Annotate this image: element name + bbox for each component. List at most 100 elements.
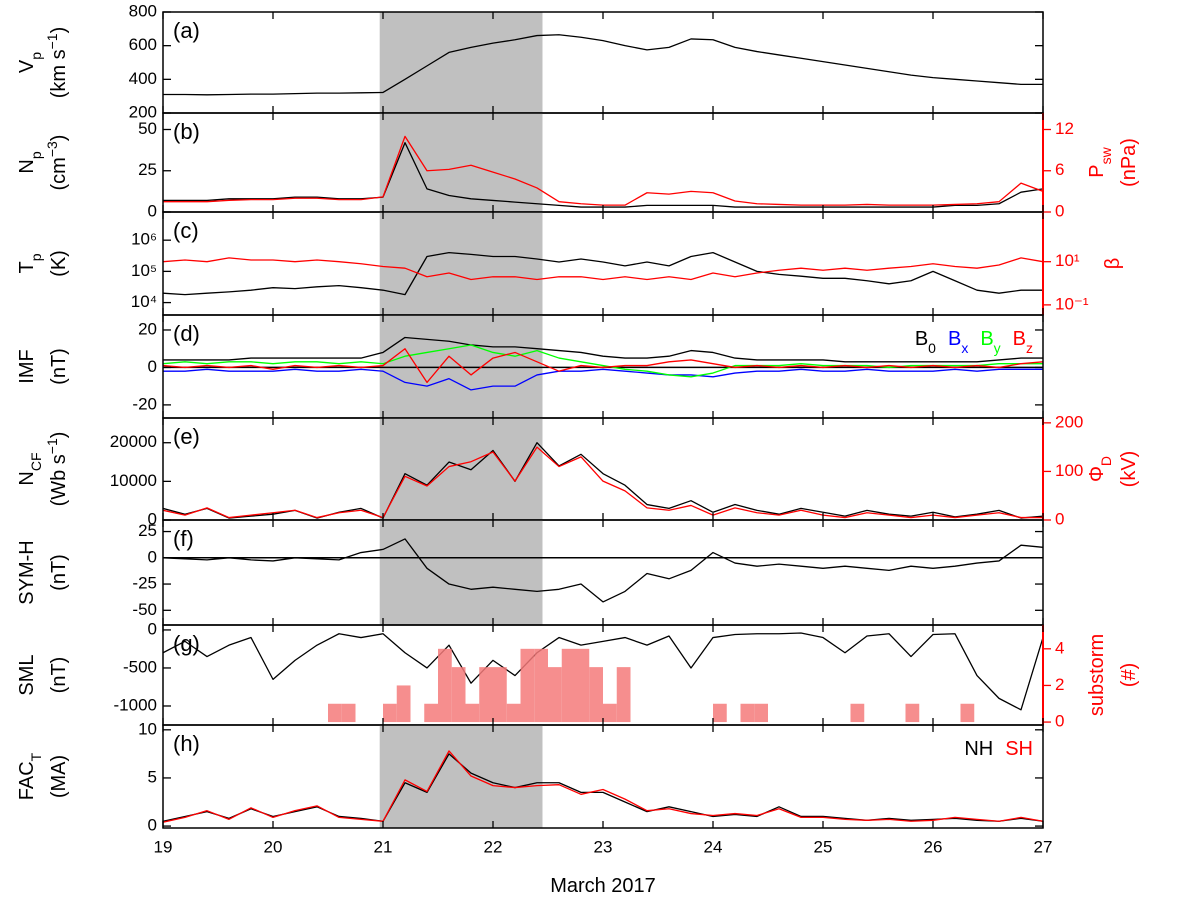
x-tick-label: 22 [484, 837, 503, 856]
y2-tick-label: 6 [1055, 160, 1064, 179]
y2-axis-title: Psw (nPa) [1086, 138, 1140, 187]
x-axis-title: March 2017 [550, 875, 656, 897]
text-part: β [1102, 258, 1124, 270]
y-tick-label: 0 [148, 816, 157, 835]
legend-entry: SH [1005, 738, 1033, 760]
histogram-bar [713, 703, 727, 723]
panel-frame [162, 211, 1044, 316]
y-axis-title-line: Np [16, 151, 44, 173]
histogram-bar [905, 703, 920, 723]
y-axis-title-line: SYM-H [16, 540, 38, 604]
legend-entry: B0 [915, 328, 936, 356]
panel-label: (g) [173, 631, 200, 656]
x-tick-label: 25 [814, 837, 833, 856]
text-part: (MA) [48, 755, 70, 798]
text-part: B [980, 328, 993, 350]
y-tick-label: 50 [138, 119, 157, 138]
series-line [163, 34, 1043, 96]
text-part: SH [1005, 738, 1033, 760]
histogram-bar [506, 703, 521, 723]
y-axis-title: Vp (km s−1) [16, 27, 70, 99]
y2-tick-label: 200 [1055, 412, 1083, 431]
histogram-bar [740, 703, 755, 723]
y-tick-label: 10⁴ [131, 292, 157, 311]
y-tick-label: 600 [129, 35, 157, 54]
panel-label: (e) [173, 424, 200, 449]
text-part: (kV) [1118, 451, 1140, 488]
superscript: −1 [44, 438, 60, 454]
histogram-bar [479, 667, 493, 723]
y2-axis-title-line: (nPa) [1118, 138, 1140, 187]
y-tick-label: 10⁶ [131, 230, 157, 249]
panel-frame [162, 519, 1044, 626]
histogram-bar [451, 667, 466, 723]
histogram-bar [520, 648, 535, 723]
histogram-bar [424, 703, 438, 723]
y-tick-label: -1000 [114, 695, 157, 714]
y2-axis-title: substorm (#) [1086, 634, 1140, 716]
y2-axis-title-line: (#) [1118, 663, 1140, 687]
y-axis-title-line: (nT) [48, 554, 70, 591]
superscript: −1 [44, 33, 60, 49]
subscript: p [28, 253, 44, 261]
histogram-bar [754, 703, 768, 723]
y2-tick-label: 2 [1055, 675, 1064, 694]
text-part: B [948, 328, 961, 350]
y-tick-label: 0 [148, 509, 157, 528]
y2-axis-title-line: β [1102, 258, 1124, 270]
y-tick-label: 800 [129, 1, 157, 20]
plot-area [163, 632, 1043, 723]
panel-label: (f) [173, 526, 194, 551]
panel-label: (c) [173, 218, 199, 243]
y2-tick-label: 0 [1055, 201, 1064, 220]
text-part: (nT) [48, 554, 70, 591]
series-line [163, 538, 1043, 603]
series-line [163, 344, 1043, 378]
y-axis-title: SML (nT) [16, 654, 70, 695]
y2-tick-label: 10¹ [1055, 251, 1080, 270]
text-part: IMF [16, 349, 38, 383]
subscript: y [994, 340, 1001, 356]
legend: NH SH [964, 738, 1033, 760]
y2-tick-label: 10⁻¹ [1055, 294, 1089, 313]
subscript: D [1098, 456, 1114, 466]
y-axis-title-line: SML [16, 654, 38, 695]
y-tick-label: 20 [138, 319, 157, 338]
panel-label: (h) [173, 731, 200, 756]
y-tick-label: -25 [132, 574, 157, 593]
y-axis-title-line: (nT) [48, 348, 70, 385]
subscript: z [1026, 340, 1033, 356]
superscript: −3 [44, 141, 60, 157]
shaded-interval [379, 12, 543, 113]
y-axis-title: IMF (nT) [16, 348, 70, 385]
histogram-bar [960, 703, 975, 723]
histogram-bar [561, 648, 576, 723]
panel-label: (a) [173, 18, 200, 43]
subscript: sw [1098, 146, 1114, 164]
x-tick-label: 24 [704, 837, 723, 856]
y-tick-label: -500 [123, 657, 157, 676]
series-line [163, 257, 1043, 281]
text-part: SYM-H [16, 540, 38, 604]
panel-label: (b) [173, 119, 200, 144]
text-part: substorm [1086, 634, 1108, 716]
series-line [163, 135, 1043, 206]
text-part: (cm [48, 157, 70, 190]
shaded-interval [379, 520, 543, 625]
series-line [163, 750, 1043, 823]
y-axis-title-line: Vp [16, 52, 44, 73]
y-tick-label: 0 [148, 619, 157, 638]
shaded-interval [379, 418, 543, 520]
x-tick-label: 19 [154, 837, 173, 856]
text-part: (nT) [48, 657, 70, 694]
histogram-bar [465, 703, 480, 723]
y-tick-label: 20000 [110, 432, 157, 451]
panel: -50 -25 0 25 (f) SYM-H (nT) [16, 519, 1044, 626]
y2-axis-title-line: (kV) [1118, 451, 1140, 488]
histogram-bar [438, 648, 452, 723]
text-part: Φ [1086, 466, 1108, 482]
